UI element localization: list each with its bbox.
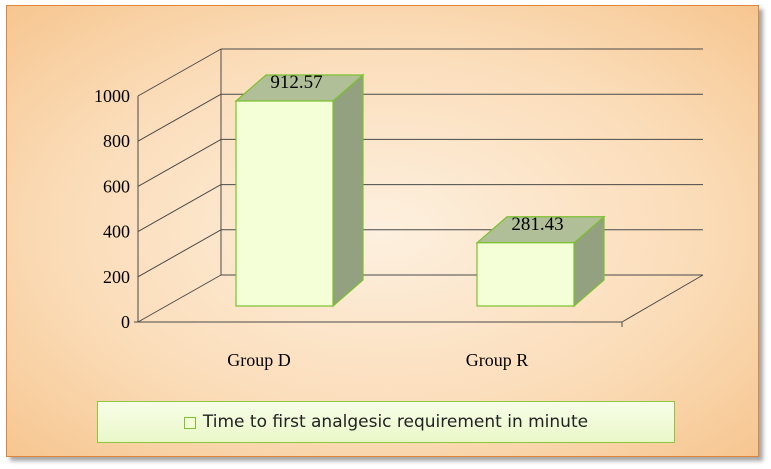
y-tick-label: 0 [121,312,130,332]
gridline-side [137,274,222,323]
y-tick-label: 1000 [94,86,130,106]
y-tick-label: 600 [103,176,130,196]
gridline-side [137,48,222,97]
gridline-side [137,229,222,278]
data-label: 281.43 [511,214,563,235]
y-tick-label: 400 [103,222,130,242]
x-tick-label: Group R [466,350,529,370]
bar-side [332,73,364,308]
bar [235,100,334,307]
gridline-side [137,138,222,187]
gridline-side [137,184,222,233]
bar [476,242,575,307]
floor-edge [621,274,704,323]
y-tick-label: 800 [103,131,130,151]
y-tick-label: 200 [103,267,130,287]
legend-swatch [183,417,196,429]
chart-frame [6,5,759,457]
gridline-side [137,93,222,142]
x-tick-label: Group D [227,350,291,370]
legend: Time to first analgesic requirement in m… [97,401,675,443]
legend-label: Time to first analgesic requirement in m… [202,412,589,432]
data-label: 912.57 [270,72,322,93]
